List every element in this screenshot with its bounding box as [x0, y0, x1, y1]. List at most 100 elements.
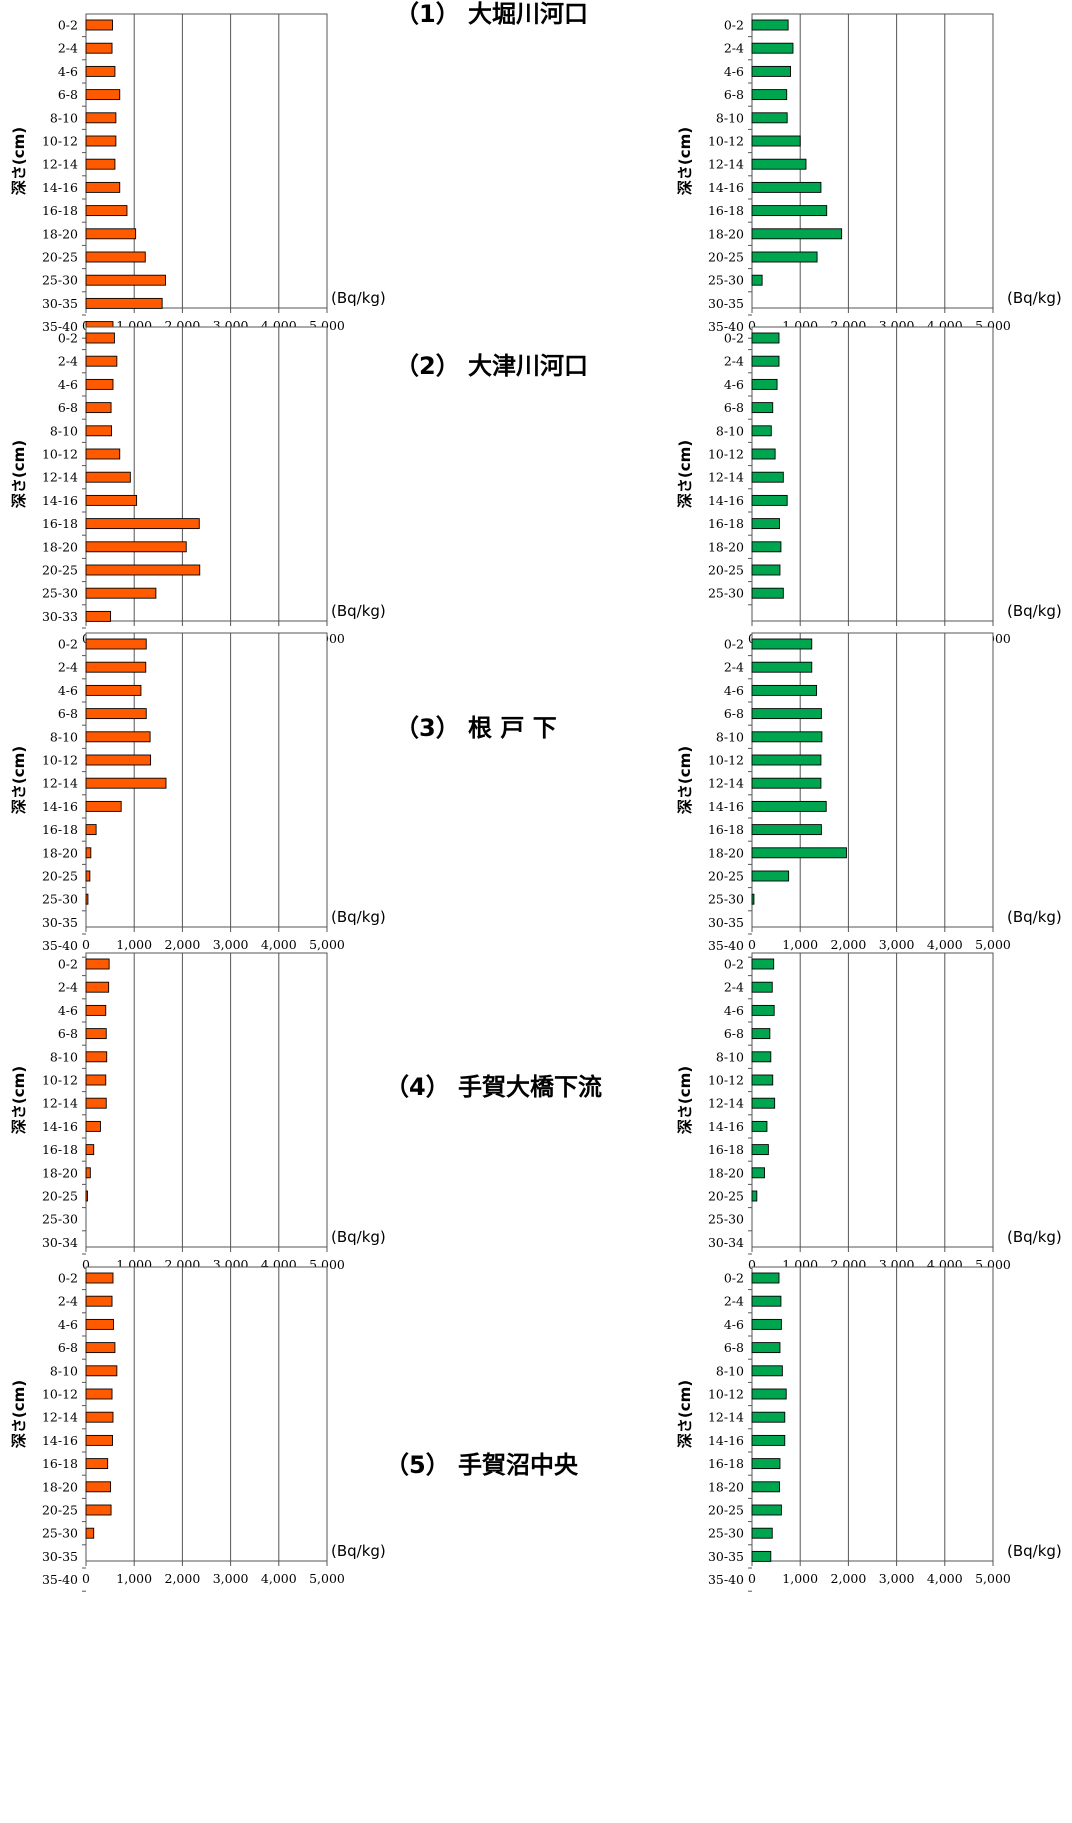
depth-label: 4-6: [58, 64, 78, 79]
bar-left-10-12: [85, 1388, 113, 1400]
bar-right-0-2: [751, 638, 813, 650]
bar-right-14-16: [751, 181, 822, 193]
depth-label: 4-6: [724, 64, 744, 79]
depth-label: 16-18: [708, 203, 744, 218]
x-tick-label: 3,000: [213, 937, 249, 952]
bar-left-18-20: [85, 847, 92, 859]
x-tick-label: 0: [748, 318, 756, 333]
bar-left-8-10: [85, 731, 151, 743]
depth-label: 35-40: [708, 1572, 744, 1587]
x-unit-label: (Bq/kg): [1007, 1228, 1062, 1246]
depth-label: 16-18: [42, 203, 78, 218]
x-tick-label: 0: [82, 937, 90, 952]
depth-label: 14-16: [42, 799, 78, 814]
bar-right-25-30: [751, 274, 763, 286]
depth-label: 14-16: [708, 1119, 744, 1134]
depth-label: 16-18: [42, 1142, 78, 1157]
plot-frame: [85, 13, 328, 309]
bar-right-16-18: [751, 1144, 769, 1156]
bar-right-25-30: [751, 1527, 773, 1539]
bar-right-10-12: [751, 1074, 774, 1086]
depth-label: 25-30: [42, 892, 78, 907]
depth-label: 0-2: [58, 637, 78, 652]
depth-label: 12-14: [708, 470, 744, 485]
bar-left-25-30: [85, 274, 166, 286]
bar-right-12-14: [751, 158, 807, 170]
bar-right-8-10: [751, 112, 788, 124]
bar-left-10-12: [85, 448, 121, 460]
plot-frame: [751, 326, 994, 622]
bar-right-14-16: [751, 1120, 768, 1132]
depth-label: 18-20: [42, 539, 78, 554]
bar-left-0-2: [85, 332, 115, 344]
x-tick-label: 4,000: [927, 937, 963, 952]
bar-left-14-16: [85, 494, 138, 506]
x-tick-label: 1,000: [116, 937, 152, 952]
bar-left-20-25: [85, 1504, 112, 1516]
depth-label: 8-10: [716, 423, 744, 438]
depth-label: 30-35: [42, 915, 78, 930]
bar-left-4-6: [85, 378, 114, 390]
x-tick-label: 4,000: [261, 1571, 297, 1586]
depth-label: 20-25: [708, 1503, 744, 1518]
depth-label: 10-12: [708, 447, 744, 462]
depth-label: 6-8: [58, 1026, 78, 1041]
bar-left-18-20: [85, 541, 187, 553]
bar-left-8-10: [85, 425, 112, 437]
depth-label: 20-25: [708, 250, 744, 265]
x-tick-label: 4,000: [261, 937, 297, 952]
bar-left-16-18: [85, 824, 97, 836]
depth-axis-label: 深さ(cm): [676, 1380, 694, 1448]
depth-label: 30-35: [708, 915, 744, 930]
depth-label: 8-10: [50, 1363, 78, 1378]
x-tick-label: 2,000: [165, 937, 201, 952]
depth-label: 6-8: [724, 1026, 744, 1041]
x-tick-label: 0: [748, 1571, 756, 1586]
bar-right-4-6: [751, 1318, 782, 1330]
bar-right-2-4: [751, 42, 794, 54]
depth-label: 10-12: [708, 753, 744, 768]
depth-label: 10-12: [708, 1387, 744, 1402]
bar-right-25-30: [751, 893, 755, 905]
bar-left-8-10: [85, 1051, 108, 1063]
x-tick-label: 0: [748, 937, 756, 952]
depth-label: 6-8: [58, 87, 78, 102]
x-unit-label: (Bq/kg): [331, 1228, 386, 1246]
bar-right-12-14: [751, 1097, 776, 1109]
bar-right-14-16: [751, 800, 827, 812]
depth-label: 16-18: [42, 516, 78, 531]
bar-left-6-8: [85, 708, 147, 720]
depth-label: 14-16: [708, 493, 744, 508]
depth-label: 2-4: [58, 980, 78, 995]
bar-left-16-18: [85, 205, 128, 217]
bar-right-20-25: [751, 1504, 782, 1516]
bar-left-30-35: [85, 297, 163, 309]
depth-label: 4-6: [724, 683, 744, 698]
depth-label: 35-40: [42, 319, 78, 334]
depth-label: 16-18: [708, 516, 744, 531]
bar-left-20-25: [85, 251, 146, 263]
depth-label: 16-18: [42, 1456, 78, 1471]
panel-title-3: （3） 根 戸 下: [395, 714, 557, 742]
bar-right-18-20: [751, 1481, 780, 1493]
depth-label: 12-14: [708, 157, 744, 172]
bar-left-14-16: [85, 1434, 113, 1446]
depth-label: 18-20: [42, 1165, 78, 1180]
depth-label: 18-20: [42, 845, 78, 860]
depth-axis-label: 深さ(cm): [10, 127, 28, 195]
bar-left-25-30: [85, 1527, 95, 1539]
x-tick-label: 1,000: [782, 937, 818, 952]
depth-label: 14-16: [42, 180, 78, 195]
depth-label: 4-6: [58, 1003, 78, 1018]
depth-label: 10-12: [708, 1073, 744, 1088]
bar-right-18-20: [751, 541, 782, 553]
bar-right-14-16: [751, 494, 788, 506]
bar-right-20-25: [751, 251, 818, 263]
depth-label: 12-14: [708, 1096, 744, 1111]
depth-label: 12-14: [708, 1410, 744, 1425]
bar-right-16-18: [751, 1458, 781, 1470]
depth-axis-label: 深さ(cm): [10, 440, 28, 508]
bar-right-20-25: [751, 1190, 758, 1202]
depth-label: 35-40: [42, 938, 78, 953]
x-tick-label: 5,000: [309, 937, 345, 952]
